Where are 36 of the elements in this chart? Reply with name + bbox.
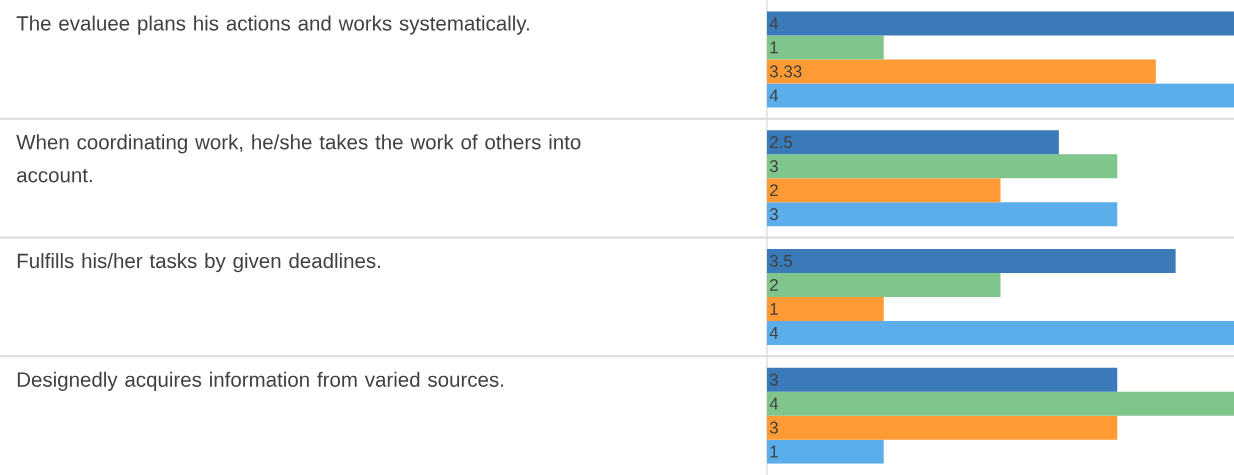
bar [767,296,884,321]
bar [767,35,884,60]
y-tick-label: The evaluee plans his actions and works systematically. [16,15,529,35]
data-label: 3 [769,373,778,386]
y-tick-label: Designedly acquires information from varied sources. [17,371,504,391]
data-label: 3 [769,421,778,434]
bar [767,83,1234,108]
data-label: 4 [769,327,779,339]
bar [767,11,1234,36]
bar [767,248,1176,273]
data-label: 3 [769,160,778,173]
data-label: 3.5 [769,254,793,267]
data-label: 1 [770,445,778,458]
data-label: 2 [770,184,778,197]
bar [767,391,1234,416]
data-label: 2 [770,278,778,291]
bar [767,59,1156,84]
data-label: 2.5 [770,136,793,149]
bar [767,154,1118,179]
bar [767,202,1118,227]
data-label: 1 [770,303,778,315]
bar [767,439,884,464]
y-tick-label: Fulfills his/her tasks by given deadlines. [17,253,381,273]
data-label: 4 [769,89,779,102]
data-label: 3.33 [769,65,802,78]
bar [767,178,1001,203]
bar [767,272,1001,297]
bar [767,130,1059,155]
data-label: 4 [769,397,779,410]
bar [767,320,1234,345]
bar [767,415,1118,440]
y-tick-label: When coordinating work, he/she takes the work of others into account. [16,134,581,183]
data-label: 3 [769,208,778,221]
data-label: 4 [769,17,779,30]
bar [767,367,1118,392]
data-label: 1 [770,41,778,54]
